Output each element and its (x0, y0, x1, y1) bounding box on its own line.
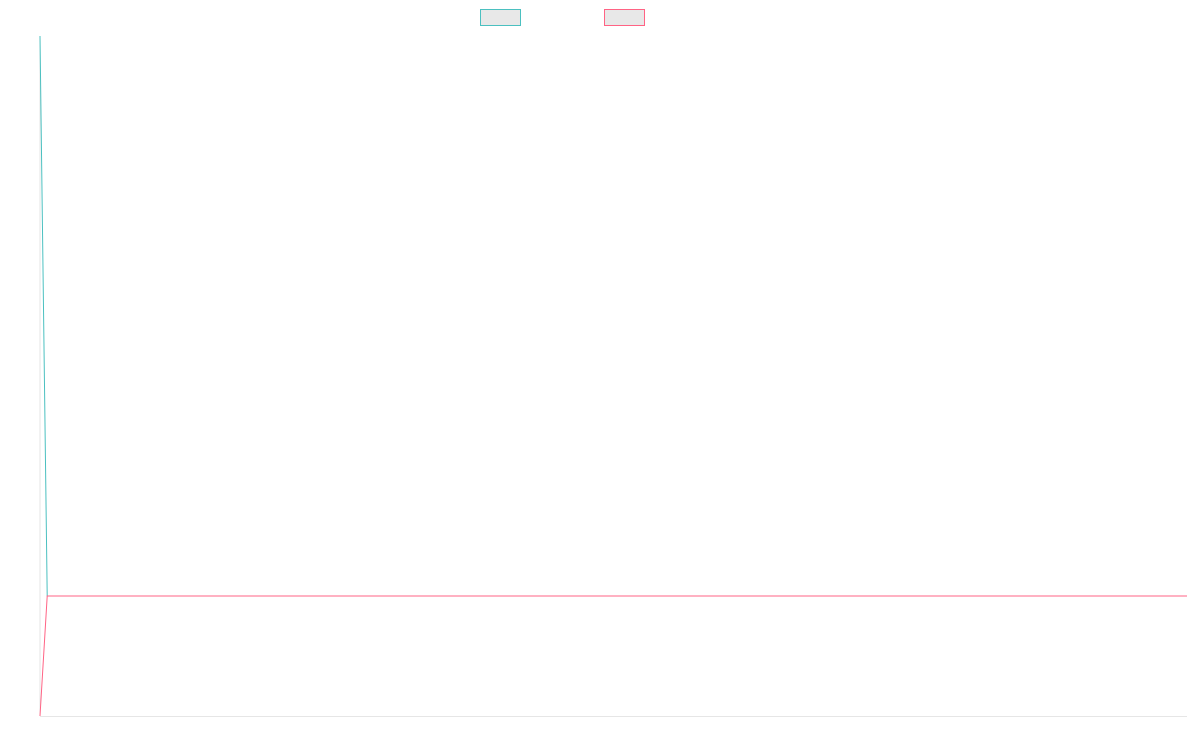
axes (39, 36, 1187, 717)
legend (480, 9, 645, 26)
series-layer (39, 35, 1187, 717)
legend-swatch-series-1[interactable] (480, 9, 521, 26)
legend-swatch-series-2[interactable] (604, 9, 645, 26)
series-line-1 (39, 35, 1187, 597)
series-line-2 (39, 595, 1187, 717)
